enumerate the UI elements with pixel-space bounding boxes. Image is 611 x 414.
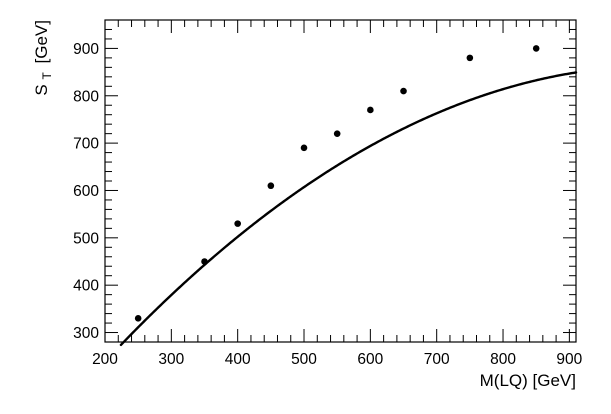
y-tick-label: 500 [73,230,99,247]
x-tick-label: 300 [158,351,184,368]
data-point-8 [466,54,474,62]
y-tick-label: 800 [73,88,99,105]
y-axis-title: S T [GeV] [32,20,55,96]
data-point-5 [333,130,341,137]
y-tick-label: 300 [73,325,99,342]
y-tick-labels: 300 400 500 600 700 800 900 [73,41,99,342]
x-tick-label: 400 [225,351,251,368]
y-ticks [105,19,576,343]
y-axis-title-unit: [GeV] [32,20,51,63]
x-tick-label: 500 [291,351,317,368]
y-tick-label: 400 [73,278,99,295]
data-markers [134,45,540,322]
data-point-7 [400,87,407,95]
data-point-0 [134,315,142,322]
data-point-3 [267,182,275,190]
y-tick-label: 900 [73,41,99,58]
data-point-2 [234,220,241,227]
x-tick-label: 800 [490,351,516,368]
x-tick-label: 600 [357,351,383,368]
x-tick-label: 200 [92,351,118,368]
x-tick-label: 700 [424,351,450,368]
y-axis-title-main: S [32,84,51,95]
fit-curve [119,71,578,347]
data-point-4 [300,144,308,152]
x-axis-title: M(LQ) [GeV] [480,371,576,390]
data-point-6 [367,106,374,114]
y-tick-label: 600 [73,183,99,200]
data-point-9 [532,45,540,52]
x-tick-labels: 200 300 400 500 600 700 800 900 [92,351,583,368]
y-tick-label: 700 [73,136,99,153]
x-tick-label: 900 [556,351,582,368]
y-axis-title-subscript: T [40,72,54,80]
data-point-1 [201,258,208,265]
plot-frame [104,19,577,343]
